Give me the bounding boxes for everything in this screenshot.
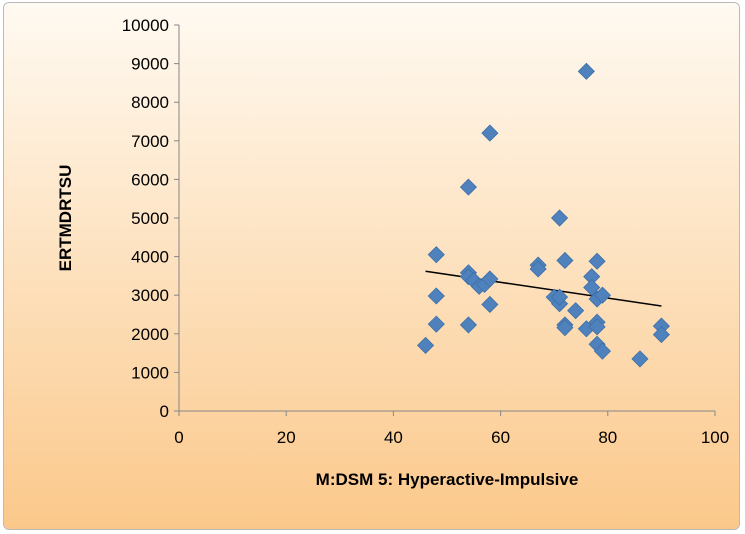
data-point <box>481 295 499 314</box>
x-tick-label: 80 <box>598 428 617 447</box>
data-point <box>459 316 478 334</box>
data-point <box>556 251 574 270</box>
y-axis-title: ERTMDRTSU <box>56 165 75 272</box>
y-tick-label: 6000 <box>131 170 169 189</box>
chart-background <box>4 3 739 529</box>
data-point <box>593 342 612 360</box>
data-point <box>550 288 569 306</box>
data-point <box>583 278 601 297</box>
y-tick-label: 4000 <box>131 248 169 267</box>
x-tick-label: 20 <box>277 428 296 447</box>
x-tick-label: 60 <box>491 428 510 447</box>
data-point <box>481 270 499 288</box>
data-point <box>588 252 606 270</box>
scatter-chart: 0100020003000400050006000700080009000100… <box>4 3 739 529</box>
data-point <box>427 246 445 264</box>
y-tick-label: 9000 <box>131 55 169 74</box>
data-point <box>481 124 499 142</box>
data-point <box>529 260 547 278</box>
x-tick-label: 0 <box>174 428 183 447</box>
y-tick-label: 10000 <box>122 16 169 35</box>
chart-area: 0 1000 2000 3000 4000 5000 6000 7000 8000 9000 100… <box>3 2 740 530</box>
x-axis-title: M:DSM 5: Hyperactive-Impulsive <box>316 470 579 489</box>
data-points <box>416 62 670 368</box>
data-point <box>577 62 595 80</box>
data-point <box>459 178 478 196</box>
x-tick-label: 100 <box>701 428 729 447</box>
data-point <box>652 326 670 344</box>
data-point <box>416 336 435 354</box>
data-point <box>556 319 574 337</box>
y-tick-label: 7000 <box>131 132 169 151</box>
data-point <box>427 315 445 333</box>
y-tick-label: 2000 <box>131 325 169 344</box>
data-point <box>427 287 445 305</box>
y-tick-label: 5000 <box>131 209 169 228</box>
data-point <box>567 302 585 320</box>
data-point <box>550 209 569 227</box>
y-tick-label: 3000 <box>131 286 169 305</box>
data-point <box>593 286 612 304</box>
y-tick-label: 1000 <box>131 363 169 382</box>
data-point <box>588 318 606 336</box>
x-tick-label: 40 <box>384 428 403 447</box>
y-tick-label: 0 <box>160 402 169 421</box>
axes: 0100020003000400050006000700080009000100… <box>122 16 729 447</box>
y-tick-label: 8000 <box>131 93 169 112</box>
data-point <box>631 350 649 368</box>
